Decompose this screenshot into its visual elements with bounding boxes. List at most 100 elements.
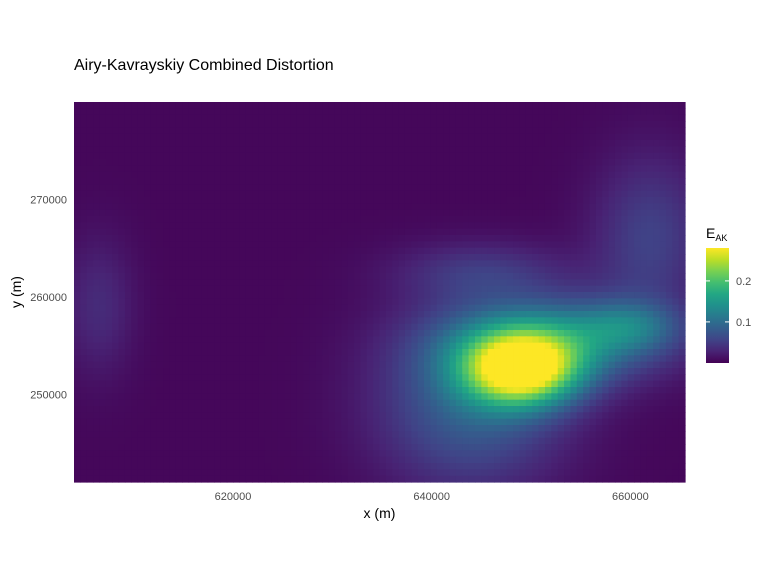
heatmap-cell (347, 412, 355, 420)
heatmap-cell (551, 146, 559, 154)
heatmap-cell (564, 184, 572, 192)
heatmap-cell (544, 140, 552, 147)
heatmap-cell (156, 247, 164, 255)
heatmap-cell (544, 190, 552, 198)
heatmap-cell (474, 304, 482, 312)
heatmap-cell (328, 184, 336, 192)
heatmap-cell (481, 152, 489, 160)
heatmap-cell (303, 165, 311, 173)
heatmap-cell (194, 178, 202, 185)
heatmap-cell (341, 393, 349, 401)
heatmap-cell (354, 241, 361, 249)
heatmap-cell (385, 260, 393, 268)
heatmap-cell (315, 317, 323, 325)
heatmap-cell (417, 178, 425, 185)
heatmap-cell (430, 260, 438, 268)
heatmap-cell (525, 216, 533, 223)
heatmap-cell (264, 311, 272, 318)
heatmap-cell (144, 203, 151, 211)
heatmap-cell (468, 114, 476, 122)
heatmap-cell (627, 336, 635, 344)
heatmap-cell (417, 140, 425, 147)
heatmap-cell (417, 197, 425, 204)
heatmap-cell (347, 152, 355, 160)
heatmap-cell (347, 228, 355, 236)
heatmap-cell (443, 266, 451, 274)
heatmap-cell (494, 114, 502, 122)
heatmap-cell (309, 197, 317, 204)
heatmap-cell (124, 108, 132, 116)
heatmap-cell (551, 114, 559, 122)
heatmap-cell (347, 197, 355, 204)
heatmap-cell (74, 279, 81, 287)
heatmap-cell (494, 406, 502, 413)
heatmap-cell (665, 247, 673, 255)
heatmap-cell (328, 133, 336, 141)
heatmap-cell (474, 380, 482, 388)
heatmap-cell (226, 216, 234, 223)
heatmap-cell (182, 336, 190, 344)
heatmap-cell (264, 165, 272, 173)
heatmap-cell (672, 216, 680, 223)
heatmap-cell (443, 317, 451, 325)
heatmap-cell (634, 406, 642, 413)
heatmap-cell (341, 298, 349, 306)
heatmap-cell (284, 203, 291, 211)
heatmap-cell (150, 298, 158, 306)
heatmap-cell (424, 108, 432, 116)
heatmap-cell (411, 222, 419, 230)
heatmap-cell (150, 304, 158, 312)
heatmap-cell (86, 247, 94, 255)
heatmap-cell (309, 165, 317, 173)
heatmap-cell (532, 121, 540, 128)
heatmap-cell (290, 406, 298, 413)
heatmap-cell (506, 399, 514, 407)
heatmap-cell (455, 317, 463, 325)
heatmap-cell (462, 127, 470, 135)
heatmap-cell (156, 406, 164, 413)
heatmap-cell (538, 349, 546, 356)
heatmap-cell (538, 387, 546, 394)
heatmap-cell (271, 368, 279, 375)
heatmap-cell (258, 304, 266, 312)
heatmap-cell (296, 190, 304, 198)
heatmap-cell (182, 311, 190, 318)
heatmap-cell (551, 266, 559, 274)
heatmap-cell (296, 342, 304, 350)
heatmap-cell (544, 374, 552, 382)
heatmap-cell (264, 330, 272, 337)
heatmap-cell (411, 273, 419, 280)
heatmap-cell (194, 412, 202, 420)
heatmap-cell (74, 342, 81, 350)
heatmap-cell (175, 317, 183, 325)
heatmap-cell (277, 292, 285, 299)
heatmap-cell (252, 349, 260, 356)
heatmap-cell (163, 228, 171, 236)
heatmap-cell (404, 190, 412, 198)
heatmap-cell (398, 399, 406, 407)
heatmap-cell (74, 399, 81, 407)
heatmap-cell (284, 387, 291, 394)
heatmap-cell (239, 114, 247, 122)
heatmap-cell (385, 121, 393, 128)
heatmap-cell (188, 425, 196, 432)
heatmap-cell (576, 260, 584, 268)
heatmap-cell (194, 203, 202, 211)
heatmap-cell (672, 228, 680, 236)
heatmap-cell (513, 228, 521, 236)
heatmap-cell (398, 216, 406, 223)
heatmap-cell (163, 349, 171, 356)
heatmap-cell (194, 171, 202, 179)
heatmap-cell (150, 108, 158, 116)
heatmap-cell (385, 317, 393, 325)
heatmap-cell (284, 152, 291, 160)
heatmap-cell (80, 260, 88, 268)
heatmap-cell (315, 114, 323, 122)
heatmap-cell (614, 336, 622, 344)
heatmap-cell (105, 330, 113, 337)
heatmap-cell (602, 330, 610, 337)
heatmap-cell (449, 266, 457, 274)
heatmap-cell (672, 133, 680, 141)
heatmap-cell (659, 190, 667, 198)
heatmap-cell (544, 184, 552, 192)
